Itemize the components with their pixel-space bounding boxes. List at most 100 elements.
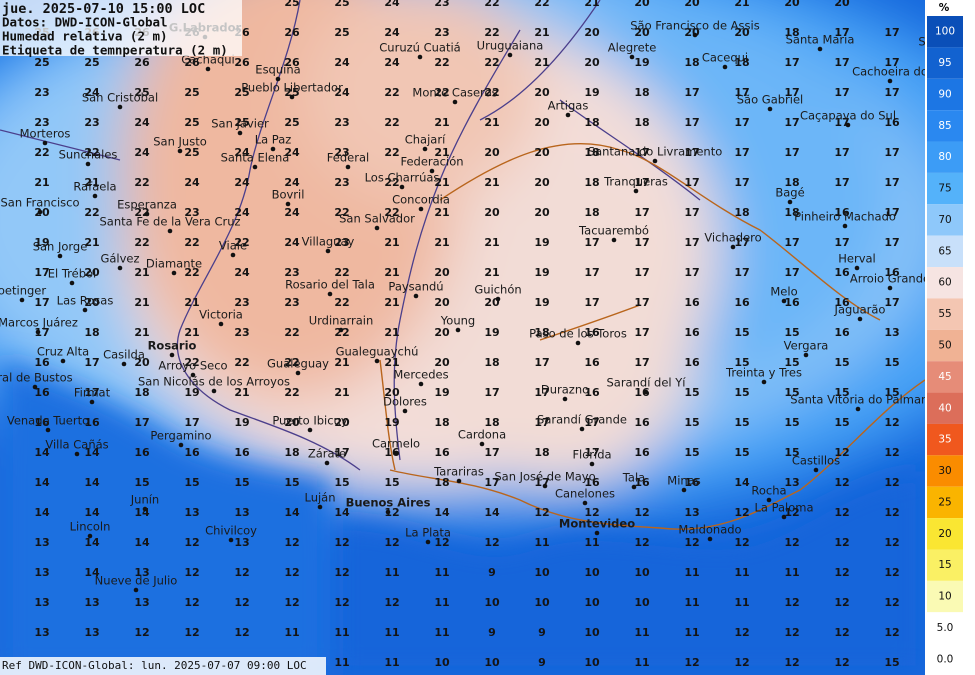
temperature-label: 13 [684,506,699,519]
place-dot [74,451,80,457]
temperature-label: 22 [384,116,399,129]
temperature-label: 16 [684,296,700,309]
place-label: El Trébol [48,267,97,281]
legend-swatch [927,643,963,675]
temperature-label: 20 [734,26,750,39]
temperature-label: 24 [84,86,100,99]
place-dot [767,106,773,112]
temperature-label: 23 [434,26,449,39]
temperature-label: 18 [584,116,599,129]
temperature-label: 21 [434,116,449,129]
temperature-label: 11 [634,626,649,639]
temperature-label: 20 [84,296,100,309]
temperature-label: 20 [484,146,500,159]
temperature-label: 17 [534,416,549,429]
temperature-label: 24 [284,176,300,189]
legend-title: % [939,2,950,14]
temperature-label: 17 [834,236,849,249]
temperature-label: 12 [784,536,799,549]
place-dot [845,122,851,128]
place-dot [393,450,399,456]
place-label: Montevideo [559,517,635,531]
place-dot [817,46,823,52]
temperature-label: 17 [34,266,49,279]
place-label: Sarandí Grande [537,413,627,427]
temperature-label: 25 [284,86,299,99]
temperature-label: 12 [184,536,199,549]
place-dot [542,483,548,489]
temperature-label: 12 [834,656,849,669]
temperature-label: 17 [584,416,599,429]
temperature-label: 17 [834,176,849,189]
temperature-label: 17 [884,176,899,189]
place-dot [452,99,458,105]
place-label: Mercedes [393,368,448,382]
temperature-label: 14 [84,506,100,519]
place-label: Melo [770,285,797,299]
temperature-label: 22 [234,356,249,369]
temperature-label: 16 [584,386,600,399]
place-dot [652,158,658,164]
place-label: Artigas [548,99,589,113]
temperature-label: 12 [284,566,299,579]
place-label: San Justo [153,135,207,149]
temperature-label: 15 [684,446,699,459]
temperature-label: 24 [284,206,300,219]
temperature-label: 21 [584,0,599,9]
place-dot [425,539,431,545]
temperature-label: 12 [634,506,649,519]
temperature-label: 21 [34,176,49,189]
place-dot [631,484,637,490]
temperature-grid: 25 25 24 23 22 22 21 20 20 21 20 20 25 26 26 26 26 26 25 24… [34,0,900,669]
temperature-label: 12 [184,566,199,579]
temperature-label: 26 [234,56,250,69]
place-dot [190,372,196,378]
temperature-label: 16 [684,356,700,369]
place-dot [252,164,258,170]
temperature-label: 19 [384,416,399,429]
temperature-label: 10 [484,656,500,669]
place-label: Rosario del Tala [285,278,375,292]
place-label: Florida [572,448,611,462]
temperature-label: 11 [684,596,699,609]
temperature-label: 17 [684,236,699,249]
temperature-label: 17 [834,56,849,69]
temperature-label: 10 [484,596,500,609]
temperature-label: 13 [784,476,799,489]
temperature-label: 23 [334,116,349,129]
temperature-label: 17 [34,296,49,309]
temperature-label: 17 [584,266,599,279]
temperature-label: 12 [884,506,899,519]
temperature-label: 25 [284,116,299,129]
temperature-label: 26 [284,26,300,39]
place-label: Santa Elena [221,151,290,165]
temperature-label: 14 [734,476,750,489]
place-dot [117,104,123,110]
southwest-field [0,360,330,675]
temperature-label: 10 [534,596,550,609]
place-label: Tarariras [433,465,484,479]
temperature-label: 17 [784,236,799,249]
temperature-label: 17 [884,26,899,39]
place-label: Junín [130,493,159,507]
temperature-label: 12 [384,536,399,549]
temperature-label: 21 [134,266,149,279]
temperature-label: 18 [584,176,599,189]
place-label: Rafaela [73,180,116,194]
temperature-label: 19 [234,416,249,429]
place-dot [495,296,501,302]
legend-label: 75 [938,183,951,195]
temperature-label: 24 [234,266,250,279]
temperature-label: 13 [84,596,99,609]
temperature-label: 24 [234,146,250,159]
temperature-label: 26 [134,56,150,69]
temperature-label: 16 [684,326,700,339]
temperature-label: 19 [184,386,199,399]
temperature-label: 20 [684,0,700,9]
legend-swatch [927,298,963,330]
temperature-label: 10 [584,566,600,579]
temperature-label: 14 [34,476,50,489]
temperature-label: 15 [884,386,899,399]
temperature-label: 15 [784,356,799,369]
temperature-label: 24 [284,146,300,159]
